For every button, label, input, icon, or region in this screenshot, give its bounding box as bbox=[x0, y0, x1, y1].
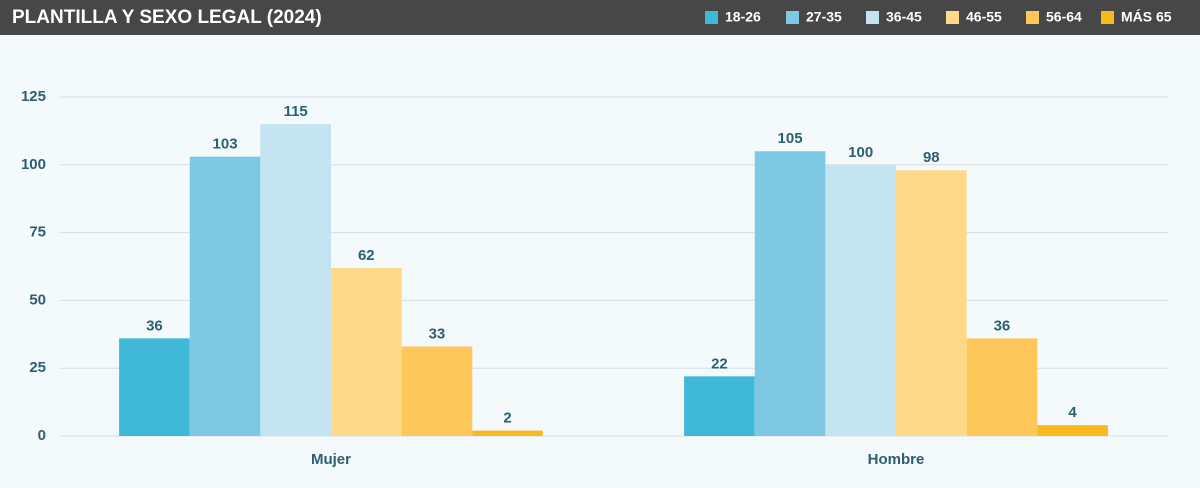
data-label: 4 bbox=[1068, 404, 1077, 421]
bar bbox=[1037, 425, 1108, 436]
x-tick-label: Mujer bbox=[311, 451, 351, 468]
y-tick-label: 50 bbox=[29, 291, 46, 308]
legend-swatch bbox=[1101, 11, 1114, 24]
legend-swatch bbox=[946, 11, 959, 24]
data-label: 98 bbox=[923, 149, 940, 166]
legend-label: 18-26 bbox=[725, 9, 761, 25]
legend-swatch bbox=[705, 11, 718, 24]
legend-swatch bbox=[866, 11, 879, 24]
legend-label: 27-35 bbox=[806, 9, 842, 25]
bar bbox=[119, 338, 190, 436]
data-label: 22 bbox=[711, 355, 728, 372]
y-tick-label: 25 bbox=[29, 359, 46, 376]
bar bbox=[401, 346, 473, 436]
data-label: 105 bbox=[778, 130, 803, 147]
legend-swatch bbox=[1026, 11, 1039, 24]
bar bbox=[896, 170, 967, 436]
legend-swatch bbox=[786, 11, 799, 24]
legend-label: 56-64 bbox=[1046, 9, 1082, 25]
y-tick-label: 75 bbox=[29, 224, 46, 241]
legend-label: MÁS 65 bbox=[1121, 9, 1172, 25]
bar bbox=[472, 430, 543, 436]
y-tick-label: 0 bbox=[38, 427, 46, 444]
chart-title: PLANTILLA Y SEXO LEGAL (2024) bbox=[12, 7, 322, 28]
y-tick-label: 100 bbox=[21, 156, 46, 173]
data-label: 36 bbox=[146, 317, 163, 334]
bar bbox=[966, 338, 1038, 436]
bar bbox=[331, 267, 402, 436]
data-label: 62 bbox=[358, 247, 375, 264]
data-label: 33 bbox=[429, 325, 446, 342]
bar bbox=[260, 124, 331, 437]
bar bbox=[754, 151, 826, 437]
x-tick-label: Hombre bbox=[868, 451, 925, 468]
y-tick-label: 125 bbox=[21, 88, 46, 105]
legend-label: 36-45 bbox=[886, 9, 922, 25]
header-bar bbox=[0, 0, 1200, 35]
data-label: 103 bbox=[213, 136, 238, 153]
data-label: 36 bbox=[994, 317, 1011, 334]
data-label: 115 bbox=[284, 103, 308, 120]
data-label: 100 bbox=[848, 144, 873, 161]
data-label: 2 bbox=[503, 410, 511, 427]
bar bbox=[189, 156, 261, 436]
bar bbox=[825, 164, 896, 437]
legend-label: 46-55 bbox=[966, 9, 1002, 25]
bar bbox=[684, 376, 755, 436]
